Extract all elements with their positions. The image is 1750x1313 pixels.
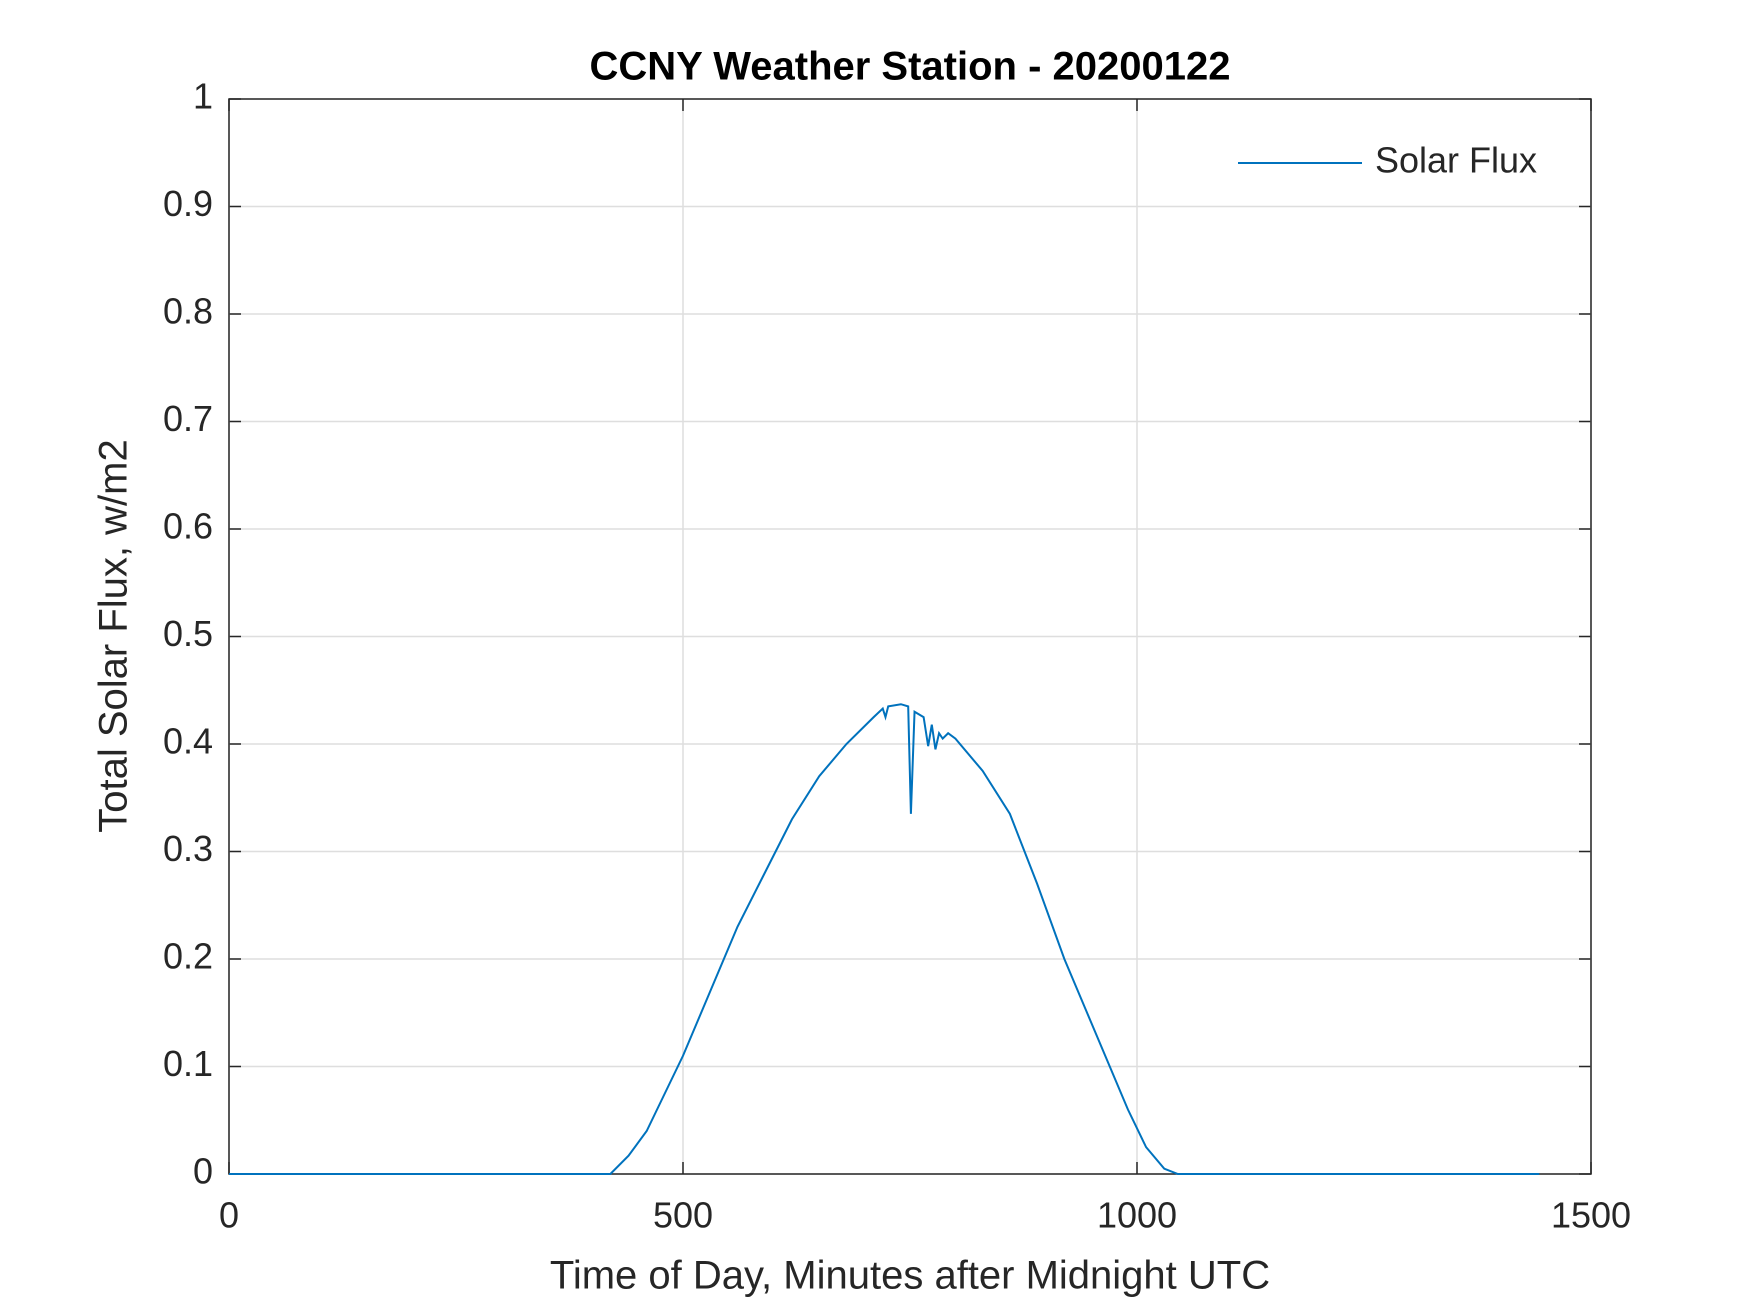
y-tick-label: 1 xyxy=(193,76,213,117)
x-tick-label: 1500 xyxy=(1551,1195,1631,1236)
y-tick-label: 0.2 xyxy=(163,936,213,977)
y-tick-label: 0.5 xyxy=(163,613,213,654)
y-tick-label: 0.9 xyxy=(163,183,213,224)
data-line xyxy=(229,703,1540,1175)
legend-label: Solar Flux xyxy=(1375,140,1537,181)
y-tick-label: 0.3 xyxy=(163,828,213,869)
x-axis-label: Time of Day, Minutes after Midnight UTC xyxy=(550,1254,1270,1298)
y-tick-label: 0.1 xyxy=(163,1043,213,1084)
x-tick-label: 1000 xyxy=(1097,1195,1177,1236)
y-tick-label: 0 xyxy=(193,1151,213,1192)
y-tick-label: 0.8 xyxy=(163,291,213,332)
x-tick-label: 500 xyxy=(653,1195,713,1236)
plot-frame xyxy=(228,98,1592,1175)
chart-title: CCNY Weather Station - 20200122 xyxy=(590,45,1231,89)
x-tick-label: 0 xyxy=(219,1195,239,1236)
y-tick-label: 0.6 xyxy=(163,506,213,547)
y-axis-label: Total Solar Flux, w/m2 xyxy=(92,439,136,832)
y-tick-label: 0.4 xyxy=(163,721,213,762)
y-tick-label: 0.7 xyxy=(163,398,213,439)
